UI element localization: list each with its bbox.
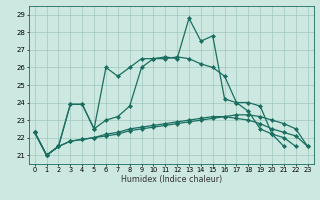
- X-axis label: Humidex (Indice chaleur): Humidex (Indice chaleur): [121, 175, 222, 184]
